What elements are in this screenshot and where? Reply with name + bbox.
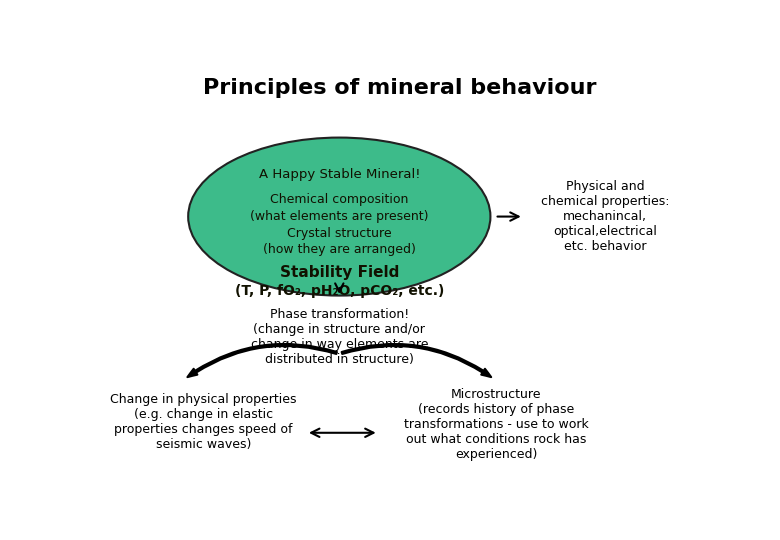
Text: A Happy Stable Mineral!: A Happy Stable Mineral! [258,168,420,181]
Text: (how they are arranged): (how they are arranged) [263,244,416,256]
Text: Microstructure
(records history of phase
transformations - use to work
out what : Microstructure (records history of phase… [404,388,589,461]
Text: (T, P, fO₂, pH₂O, pCO₂, etc.): (T, P, fO₂, pH₂O, pCO₂, etc.) [235,285,444,299]
Text: Crystal structure: Crystal structure [287,227,392,240]
Text: Phase transformation!
(change in structure and/or
change in way elements are
dis: Phase transformation! (change in structu… [250,308,428,366]
Text: Chemical composition: Chemical composition [270,193,409,206]
Text: Change in physical properties
(e.g. change in elastic
properties changes speed o: Change in physical properties (e.g. chan… [110,393,296,451]
FancyArrowPatch shape [187,344,337,377]
Text: Stability Field: Stability Field [279,265,399,280]
FancyArrowPatch shape [342,344,491,377]
Text: (what elements are present): (what elements are present) [250,210,428,223]
Text: Physical and
chemical properties:
mechanincal,
optical,electrical
etc. behavior: Physical and chemical properties: mechan… [541,180,669,253]
Text: Principles of mineral behaviour: Principles of mineral behaviour [203,78,597,98]
Ellipse shape [188,138,491,295]
